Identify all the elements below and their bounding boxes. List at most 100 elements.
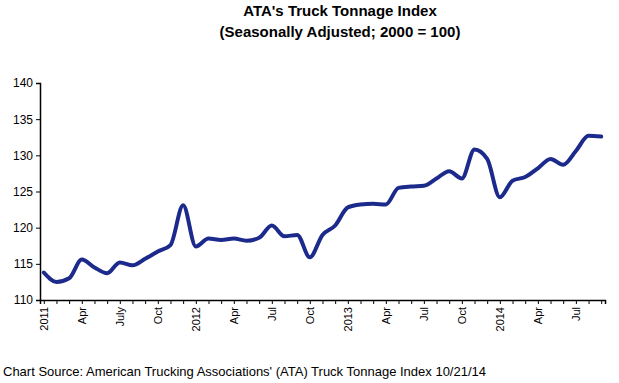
x-tick: [475, 300, 476, 304]
x-tick-label: Oct: [304, 307, 316, 324]
x-tick-mark: [120, 300, 121, 304]
x-tick-mark: [183, 300, 184, 304]
chart: ATA's Truck Tonnage Index(Seasonally Adj…: [0, 0, 619, 383]
x-tick-mark: [56, 300, 57, 304]
y-tick-label: 130: [13, 149, 33, 163]
x-tick: [94, 300, 95, 304]
y-tick-label: 120: [13, 221, 33, 235]
x-tick-label: Jul: [570, 307, 582, 321]
y-tick-label: 135: [13, 113, 33, 127]
x-tick-mark: [411, 300, 412, 304]
x-tick-label: Apr: [532, 307, 544, 324]
x-tick: [399, 300, 400, 304]
x-tick: Oct: [304, 300, 316, 324]
y-tick: 120: [13, 221, 40, 235]
y-tick: 135: [13, 113, 40, 127]
x-tick: [551, 300, 552, 304]
x-tick: Apr: [76, 300, 88, 324]
x-tick: July: [114, 300, 126, 327]
x-tick-mark: [525, 300, 526, 304]
x-tick: Apr: [532, 300, 544, 324]
x-tick-mark: [297, 300, 298, 304]
x-tick-mark: [449, 300, 450, 304]
x-tick: [69, 300, 70, 304]
x-tick: [361, 300, 362, 304]
y-tick-mark: [36, 83, 40, 84]
x-tick-mark: [69, 300, 70, 304]
y-tick-mark: [36, 228, 40, 229]
x-tick-mark: [424, 300, 425, 304]
y-tick-mark: [36, 264, 40, 265]
y-tick: 130: [13, 149, 40, 163]
x-tick-mark: [132, 300, 133, 304]
x-tick: Jul: [570, 300, 582, 321]
x-tick: Apr: [380, 300, 392, 324]
x-tick-mark: [589, 300, 590, 304]
x-tick-label: Oct: [152, 307, 164, 324]
x-tick: [323, 300, 324, 304]
x-tick: Oct: [456, 300, 468, 324]
x-tick-mark: [170, 300, 171, 304]
x-tick-mark: [82, 300, 83, 304]
x-tick: [107, 300, 108, 304]
x-tick-mark: [158, 300, 159, 304]
x-tick: 2013: [342, 300, 354, 331]
x-tick-label: Jul: [266, 307, 278, 321]
x-tick: [563, 300, 564, 304]
x-tick: [487, 300, 488, 304]
x-tick: [297, 300, 298, 304]
x-tick-mark: [221, 300, 222, 304]
x-tick-mark: [563, 300, 564, 304]
x-tick-mark: [196, 300, 197, 304]
x-tick: [284, 300, 285, 304]
x-tick-mark: [310, 300, 311, 304]
x-tick-mark: [500, 300, 501, 304]
x-tick-mark: [462, 300, 463, 304]
x-tick: 2012: [190, 300, 202, 331]
x-tick: [437, 300, 438, 304]
y-tick-mark: [36, 155, 40, 156]
x-tick-mark: [107, 300, 108, 304]
y-tick-mark: [36, 119, 40, 120]
x-tick-mark: [145, 300, 146, 304]
title: ATA's Truck Tonnage Index: [243, 2, 437, 19]
x-tick: [183, 300, 184, 304]
x-tick: [132, 300, 133, 304]
y-tick: 115: [14, 257, 40, 271]
y-tick-label: 115: [14, 257, 33, 271]
plot-area: [44, 136, 601, 282]
x-tick: Jul: [418, 300, 430, 321]
x-tick-mark: [551, 300, 552, 304]
x-tick-mark: [246, 300, 247, 304]
x-tick: 2011: [38, 300, 50, 331]
x-tick-mark: [259, 300, 260, 304]
x-tick: [145, 300, 146, 304]
x-axis-line: [41, 301, 606, 305]
y-tick-label: 140: [13, 76, 33, 90]
x-tick: [589, 300, 590, 304]
x-tick-mark: [386, 300, 387, 304]
y-tick: 110: [14, 293, 40, 307]
x-tick: [259, 300, 260, 304]
x-tick: [170, 300, 171, 304]
x-tick: [525, 300, 526, 304]
x-tick: [335, 300, 336, 304]
x-tick: [246, 300, 247, 304]
x-tick-mark: [44, 300, 45, 304]
x-tick-label: 2011: [38, 307, 50, 331]
x-tick-label: Apr: [228, 307, 240, 324]
x-tick-mark: [437, 300, 438, 304]
x-tick-mark: [323, 300, 324, 304]
x-tick-mark: [284, 300, 285, 304]
x-tick: [411, 300, 412, 304]
x-tick-mark: [94, 300, 95, 304]
x-tick-mark: [335, 300, 336, 304]
x-tick-label: 2013: [342, 307, 354, 331]
line: [44, 136, 601, 282]
x-tick-label: Jul: [418, 307, 430, 321]
x-tick-label: Apr: [76, 307, 88, 324]
x-axis: 2011 Apr July Oct 2012 Apr Jul Oct 2013 Apr Jul Oct…: [38, 300, 605, 331]
x-tick-mark: [601, 300, 602, 304]
y-tick: 125: [13, 185, 40, 199]
x-tick: [221, 300, 222, 304]
